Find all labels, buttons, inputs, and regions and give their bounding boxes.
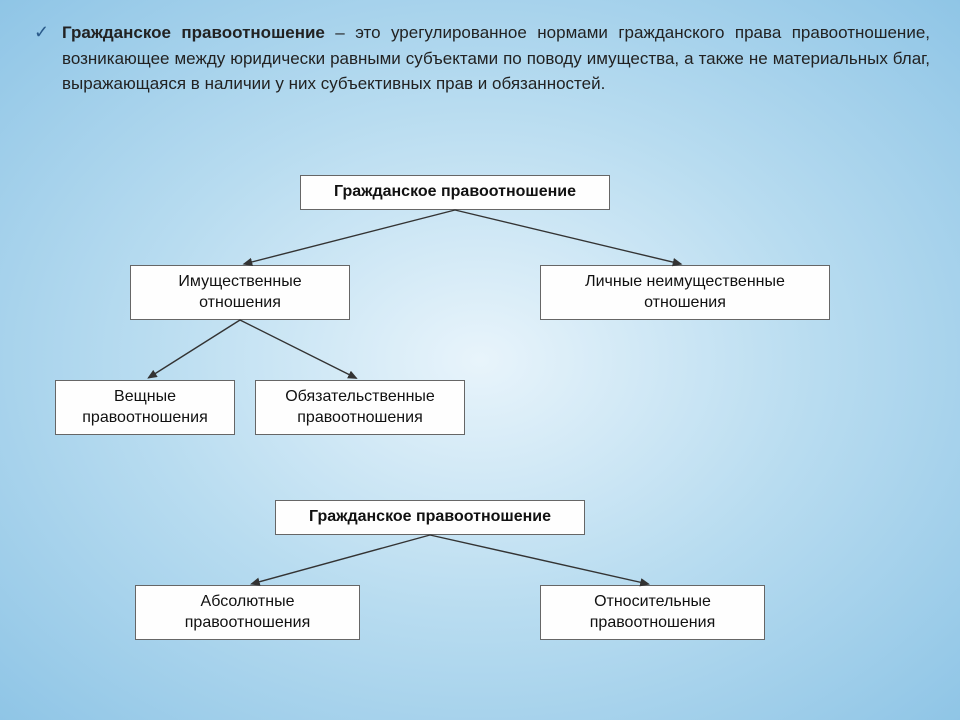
obligation-rights-box: Обязательственные правоотношения: [255, 380, 465, 435]
real-rights-box: Вещные правоотношения: [55, 380, 235, 435]
absolute-label: Абсолютные правоотношения: [152, 592, 343, 634]
definition-text: Гражданское правоотношение – это урегули…: [62, 20, 930, 97]
root-box-1: Гражданское правоотношение: [300, 175, 610, 210]
relative-box: Относительные правоотношения: [540, 585, 765, 640]
absolute-box: Абсолютные правоотношения: [135, 585, 360, 640]
relative-label: Относительные правоотношения: [557, 592, 748, 634]
property-relations-label: Имущественные отношения: [147, 272, 333, 314]
check-icon: ✓: [34, 22, 49, 43]
property-relations-box: Имущественные отношения: [130, 265, 350, 320]
obligation-rights-label: Обязательственные правоотношения: [272, 387, 448, 429]
root-box-1-label: Гражданское правоотношение: [334, 182, 576, 203]
personal-nonproperty-box: Личные неимущественные отношения: [540, 265, 830, 320]
personal-nonproperty-label: Личные неимущественные отношения: [557, 272, 813, 314]
root-box-2: Гражданское правоотношение: [275, 500, 585, 535]
term: Гражданское правоотношение: [62, 23, 325, 42]
root-box-2-label: Гражданское правоотношение: [309, 507, 551, 528]
definition-block: ✓ Гражданское правоотношение – это урегу…: [30, 20, 930, 97]
real-rights-label: Вещные правоотношения: [72, 387, 218, 429]
